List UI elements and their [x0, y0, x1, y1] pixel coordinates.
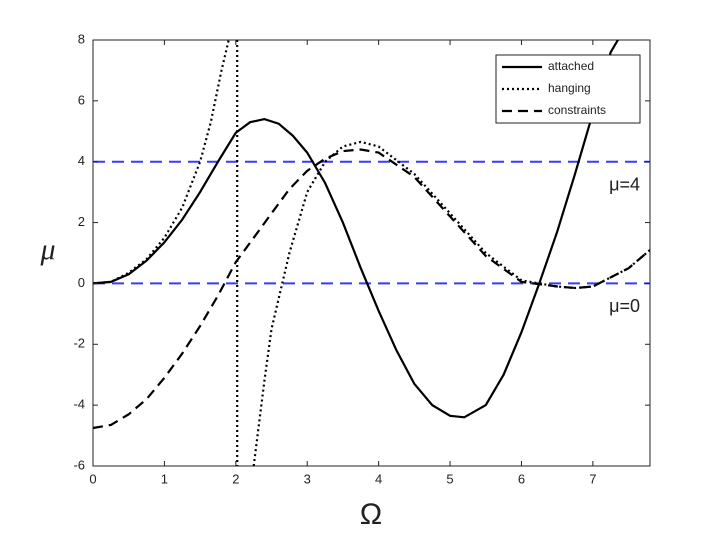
x-tick-label: 6 [518, 471, 525, 486]
x-tick-label: 1 [161, 471, 168, 486]
legend-label: constraints [548, 103, 606, 117]
x-tick-label: 0 [89, 471, 96, 486]
y-axis-label: μ [39, 233, 55, 266]
x-tick-label: 7 [589, 471, 596, 486]
y-tick-label: -4 [73, 397, 85, 412]
series-line [93, 40, 650, 466]
x-tick-label: 2 [232, 471, 239, 486]
y-tick-label: 6 [78, 92, 85, 107]
series-line [93, 148, 650, 430]
reference-label: μ=0 [609, 296, 640, 316]
y-tick-label: -6 [73, 457, 85, 472]
y-tick-label: 4 [78, 153, 85, 168]
legend-label: hanging [548, 81, 591, 95]
reference-label: μ=4 [609, 174, 640, 194]
plot-area [93, 40, 650, 466]
y-tick-label: -2 [73, 336, 85, 351]
x-axis-label: Ω [360, 498, 382, 531]
y-tick-label: 0 [78, 275, 85, 290]
series-line [93, 40, 619, 419]
y-tick-label: 8 [78, 31, 85, 46]
x-tick-label: 3 [304, 471, 311, 486]
x-tick-label: 4 [375, 471, 382, 486]
y-tick-label: 2 [78, 214, 85, 229]
x-tick-label: 5 [446, 471, 453, 486]
legend-label: attached [548, 59, 594, 73]
